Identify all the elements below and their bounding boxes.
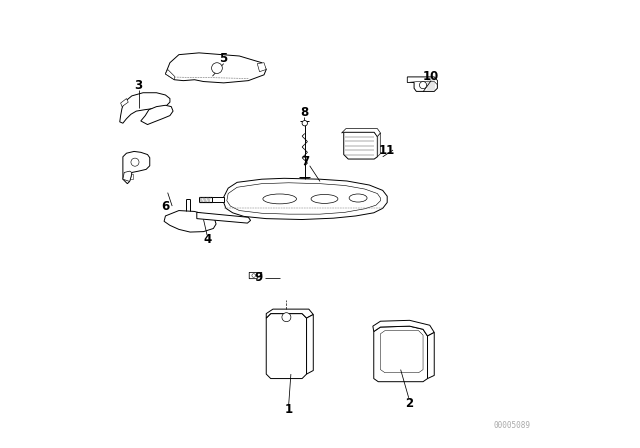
Polygon shape (123, 171, 132, 181)
Polygon shape (197, 212, 251, 223)
Polygon shape (165, 69, 174, 80)
Circle shape (419, 82, 427, 89)
Text: 8: 8 (300, 105, 308, 119)
Polygon shape (407, 77, 437, 85)
Circle shape (212, 63, 222, 73)
FancyBboxPatch shape (124, 174, 134, 180)
Polygon shape (378, 133, 380, 157)
Polygon shape (374, 326, 428, 382)
Text: 4: 4 (203, 233, 211, 246)
Polygon shape (165, 53, 266, 83)
Text: 10: 10 (423, 69, 439, 83)
Ellipse shape (263, 194, 296, 204)
Ellipse shape (311, 194, 338, 203)
Polygon shape (266, 309, 314, 318)
Text: 2: 2 (404, 396, 413, 410)
Text: 7: 7 (301, 155, 309, 168)
Text: 00005089: 00005089 (493, 421, 531, 430)
Polygon shape (380, 331, 423, 373)
Polygon shape (224, 178, 387, 220)
Polygon shape (257, 63, 266, 72)
Polygon shape (212, 197, 224, 202)
Polygon shape (344, 132, 378, 159)
Polygon shape (407, 77, 437, 91)
Polygon shape (249, 272, 262, 279)
Circle shape (131, 158, 139, 166)
Polygon shape (123, 151, 150, 184)
Ellipse shape (349, 194, 367, 202)
Text: 1: 1 (285, 403, 292, 417)
Polygon shape (121, 99, 128, 107)
Polygon shape (373, 320, 435, 336)
Circle shape (282, 313, 291, 322)
Text: 11: 11 (379, 143, 396, 157)
Polygon shape (342, 129, 380, 137)
Text: 6: 6 (161, 199, 170, 213)
Polygon shape (164, 211, 216, 232)
Polygon shape (227, 183, 380, 214)
Polygon shape (266, 314, 307, 379)
Polygon shape (141, 105, 173, 125)
Circle shape (302, 121, 307, 126)
Text: 5: 5 (220, 52, 228, 65)
FancyBboxPatch shape (270, 369, 285, 376)
Polygon shape (120, 93, 170, 123)
Text: 3: 3 (134, 78, 143, 92)
FancyBboxPatch shape (287, 369, 301, 376)
Text: 9: 9 (255, 271, 263, 284)
Polygon shape (428, 332, 435, 379)
Polygon shape (307, 314, 314, 374)
FancyBboxPatch shape (381, 373, 401, 379)
Circle shape (252, 274, 255, 277)
